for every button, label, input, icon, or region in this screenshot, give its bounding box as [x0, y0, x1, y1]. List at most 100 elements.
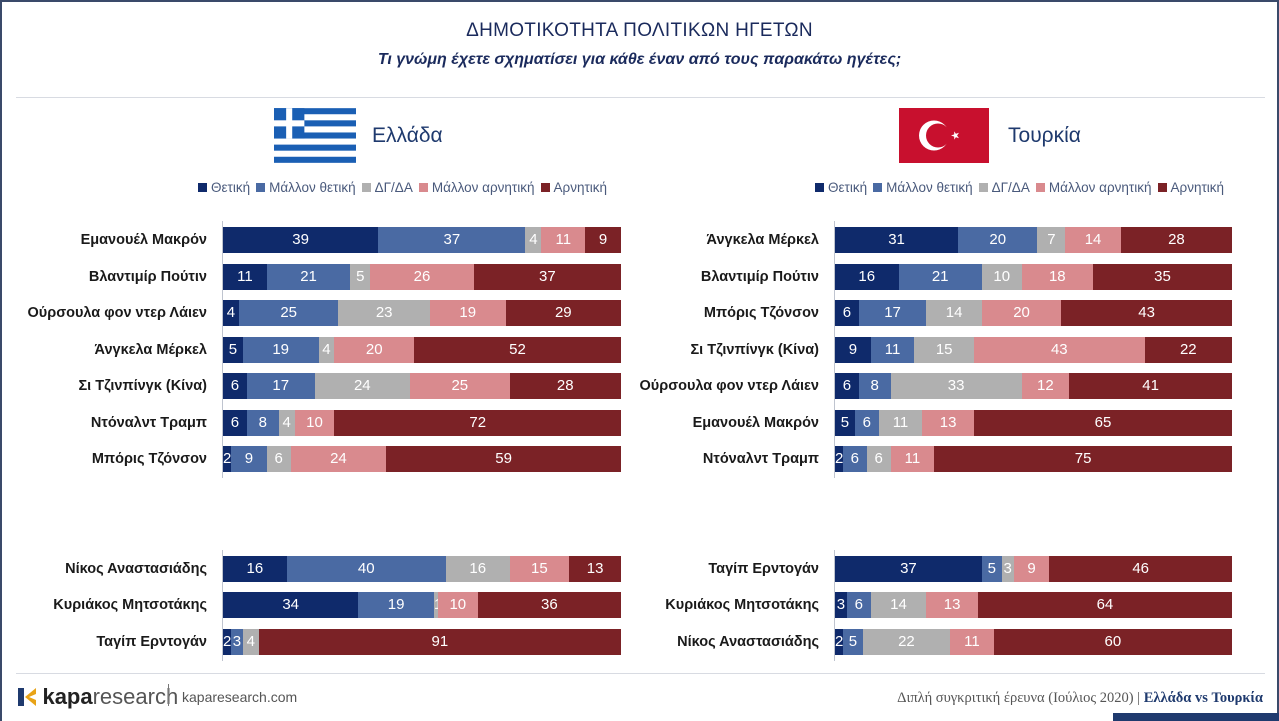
category-label: Εμανουέλ Μακρόν [692, 415, 819, 431]
legend-item: Θετική [815, 180, 867, 195]
bar-segment: 17 [246, 373, 315, 399]
bar-segment: 20 [334, 337, 415, 363]
bar-segment: 59 [386, 446, 621, 472]
turkey-flag-icon [899, 108, 989, 163]
bar-segment: 43 [1061, 300, 1232, 326]
bar-segment: 8 [858, 373, 891, 399]
divider-bottom [16, 673, 1265, 674]
bar-segment: 28 [509, 373, 621, 399]
bar-segment: 6 [835, 300, 859, 326]
bar-segment: 13 [926, 592, 978, 618]
bar-segment: 31 [835, 227, 959, 253]
legend-item: Μάλλον θετική [873, 180, 973, 195]
bar-segment: 3 [230, 629, 243, 655]
bar-segment: 2 [835, 446, 843, 472]
legend-label: Μάλλον θετική [269, 180, 356, 195]
bar-segment: 13 [569, 556, 621, 582]
page-title: ΔΗΜΟΤΙΚΟΤΗΤΑ ΠΟΛΙΤΙΚΩΝ ΗΓΕΤΩΝ [466, 20, 813, 41]
bar-segment: 9 [1013, 556, 1050, 582]
category-label: Σι Τζινπίνγκ (Κίνα) [690, 342, 819, 358]
legend-item: Αρνητική [540, 180, 608, 195]
bar-segment: 35 [1093, 264, 1232, 290]
footer-note-text: Διπλή συγκριτική έρευνα (Ιούλιος 2020) | [897, 690, 1144, 706]
bar-segment: 75 [934, 446, 1232, 472]
bar-segment: 4 [525, 227, 542, 253]
bar-segment: 11 [950, 629, 994, 655]
bar-segment: 52 [414, 337, 621, 363]
bar-segment: 91 [258, 629, 621, 655]
legend-label: Αρνητική [1170, 180, 1225, 195]
bar-segment: 2 [835, 629, 843, 655]
legend-item: Μάλλον θετική [256, 180, 356, 195]
bar-segment: 21 [266, 264, 351, 290]
bar-segment: 11 [223, 264, 267, 290]
category-label: Βλαντιμίρ Πούτιν [700, 269, 819, 285]
bar-segment: 21 [898, 264, 982, 290]
legend-label: Μάλλον θετική [886, 180, 973, 195]
bar-segment: 4 [318, 337, 335, 363]
bar-segment: 28 [1120, 227, 1232, 253]
bar-segment: 5 [835, 410, 855, 436]
bar-segment: 10 [437, 592, 478, 618]
bar-segment: 17 [858, 300, 927, 326]
bar-segment: 14 [1065, 227, 1121, 253]
divider-top [16, 97, 1265, 98]
bar-segment: 14 [926, 300, 982, 326]
category-label: Ούρσουλα φον ντερ Λάιεν [27, 305, 208, 321]
category-label: Μπόρις Τζόνσον [91, 451, 207, 467]
category-label: Ταγίπ Ερντογάν [96, 634, 207, 650]
axis-line [834, 221, 835, 478]
site-link[interactable]: kaparesearch.com [182, 689, 298, 705]
bar-segment: 43 [973, 337, 1145, 363]
bottom-accent-bar [1113, 713, 1279, 721]
legend-item: ΔΓ/ΔΑ [978, 180, 1030, 195]
bar-segment: 9 [230, 446, 267, 472]
bar-segment: 23 [338, 300, 430, 326]
bar-segment: 24 [290, 446, 387, 472]
bar-segment: 25 [238, 300, 339, 326]
footer-note-bold: Ελλάδα vs Τουρκία [1143, 690, 1263, 706]
logo-separator [168, 684, 169, 706]
category-label: Μπόρις Τζόνσον [703, 305, 819, 321]
legend-turkey: Θετική Μάλλον θετική ΔΓ/ΔΑ Μάλλον αρνητική Α… [815, 180, 1230, 200]
bar-segment: 3 [1001, 556, 1014, 582]
category-label: Ούρσουλα φον ντερ Λάιεν [639, 378, 820, 394]
bar-segment: 25 [410, 373, 510, 399]
bar-segment: 19 [358, 592, 434, 618]
bar-segment: 64 [977, 592, 1232, 618]
bar-segment: 11 [878, 410, 923, 436]
legend-item: Μάλλον αρνητική [418, 180, 535, 195]
category-label: Νίκος Αναστασιάδης [65, 561, 207, 577]
bar-segment: 37 [473, 264, 621, 290]
bar-segment: 18 [1021, 264, 1094, 290]
legend-item: Αρνητική [1157, 180, 1225, 195]
bar-segment: 19 [429, 300, 506, 326]
category-label: Βλαντιμίρ Πούτιν [88, 269, 207, 285]
logo-word-kapa: kapa [42, 684, 93, 709]
bar-segment: 6 [266, 446, 291, 472]
bar-segment: 37 [378, 227, 526, 253]
legend-item: ΔΓ/ΔΑ [361, 180, 413, 195]
legend-label: Αρνητική [553, 180, 608, 195]
bar-segment: 5 [842, 629, 863, 655]
bar-segment: 29 [505, 300, 621, 326]
logo-word-research: research [92, 684, 179, 709]
legend-swatch [418, 183, 428, 192]
category-label: Άνγκελα Μέρκελ [94, 342, 207, 358]
bar-segment: 11 [890, 446, 935, 472]
legend-swatch [1157, 183, 1167, 192]
bar-segment: 10 [294, 410, 335, 436]
bar-segment: 13 [922, 410, 974, 436]
bar-segment: 6 [223, 410, 247, 436]
legend-label: Θετική [828, 180, 868, 195]
bar-segment: 65 [973, 410, 1232, 436]
bar-segment: 22 [862, 629, 951, 655]
kapa-research-logo: kaparesearch [16, 684, 179, 709]
legend-item: Θετική [198, 180, 250, 195]
bar-segment: 15 [509, 556, 570, 582]
bar-segment: 12 [1021, 373, 1070, 399]
bar-segment: 10 [981, 264, 1022, 290]
legend-swatch [256, 183, 266, 192]
bar-segment: 6 [842, 446, 867, 472]
bar-segment: 5 [350, 264, 371, 290]
